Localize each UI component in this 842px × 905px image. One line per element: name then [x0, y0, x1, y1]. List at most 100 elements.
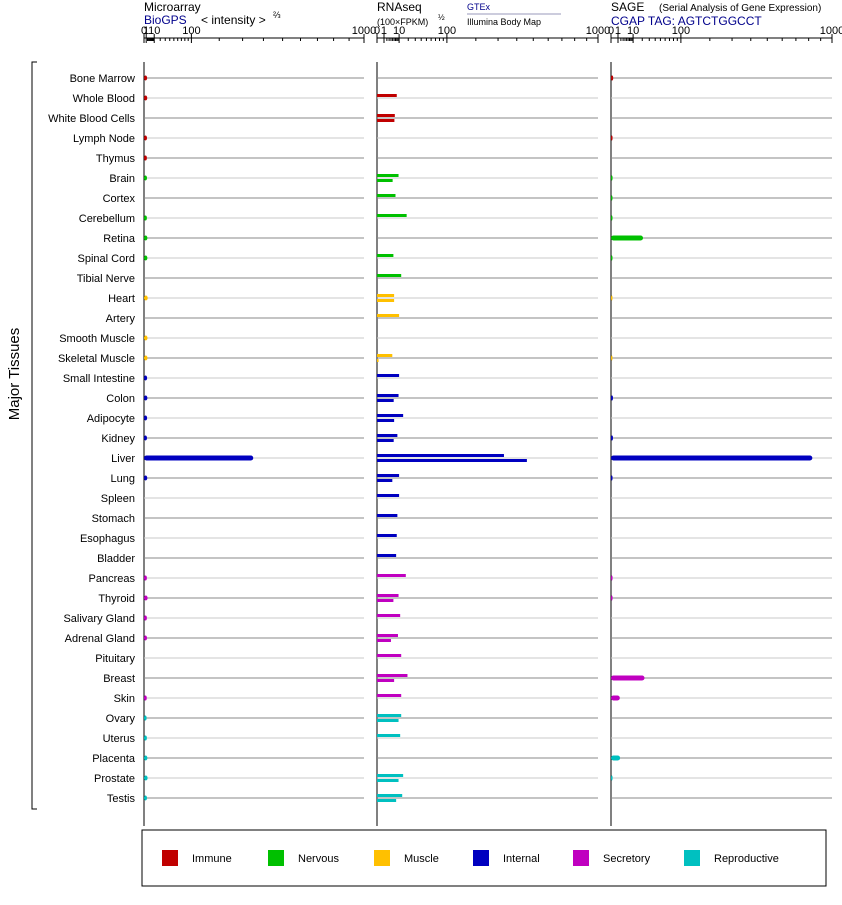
rnaseq-bar — [377, 294, 395, 297]
tissue-label: Skin — [114, 693, 135, 705]
rnaseq-bar — [377, 114, 395, 117]
tissue-label: Kidney — [101, 433, 135, 445]
tissue-label: Pancreas — [89, 573, 136, 585]
microarray-source-link[interactable]: BioGPS — [144, 13, 187, 27]
rnaseq-bar — [377, 214, 407, 217]
microarray-bar — [144, 75, 148, 81]
microarray-bar — [144, 415, 148, 421]
rnaseq-bar — [377, 254, 394, 257]
rnaseq-bar — [377, 639, 391, 642]
rnaseq-bar — [377, 119, 395, 122]
tissue-label: Heart — [108, 293, 135, 305]
tissue-bracket — [31, 61, 37, 810]
microarray-bar — [144, 295, 148, 301]
rnaseq-bar — [377, 194, 396, 197]
tissue-label: Testis — [107, 793, 136, 805]
rnaseq-bar — [377, 454, 504, 457]
tissue-label: Lymph Node — [73, 133, 135, 145]
y-axis-label: Major Tissues — [6, 328, 23, 421]
sage-bar — [611, 455, 813, 461]
microarray-bar — [144, 595, 148, 601]
rnaseq-bar — [377, 679, 395, 682]
rnaseq-bar — [377, 439, 394, 442]
sage-bar — [611, 675, 645, 681]
tissue-label: Small Intestine — [63, 373, 135, 385]
microarray-tick-label: 100 — [182, 25, 200, 37]
tissue-label: Smooth Muscle — [59, 333, 135, 345]
tissue-label: Thyroid — [98, 593, 135, 605]
sage-bar — [611, 395, 613, 401]
microarray-scale-label: < intensity > — [201, 13, 266, 27]
rnaseq-bar — [377, 299, 395, 302]
rnaseq-bar — [377, 314, 400, 317]
tissue-label: Cerebellum — [79, 213, 135, 225]
rnaseq-bar — [377, 674, 408, 677]
tissue-label: Liver — [111, 453, 135, 465]
tissue-label: Uterus — [103, 733, 136, 745]
sage-tick-label: 1 — [615, 25, 621, 37]
rnaseq-bar — [377, 694, 402, 697]
microarray-tick-label: 0 — [141, 25, 147, 37]
microarray-tick-label: 10 — [148, 25, 160, 37]
tissue-label: Pituitary — [95, 653, 135, 665]
legend-label: Secretory — [603, 853, 651, 865]
rnaseq-scale-exponent: ½ — [438, 13, 445, 22]
legend-label: Nervous — [298, 853, 339, 865]
microarray-scale-exponent: ⅔ — [273, 10, 281, 20]
sage-bar — [611, 475, 613, 481]
rnaseq-bar — [377, 514, 398, 517]
tissue-label: Salivary Gland — [63, 613, 135, 625]
sage-tick-label: 0 — [608, 25, 614, 37]
sage-bar — [611, 135, 613, 141]
microarray-bar — [144, 575, 147, 581]
microarray-bar — [144, 775, 148, 781]
rnaseq-bar — [377, 434, 398, 437]
sage-bar — [611, 175, 613, 181]
tissue-label: White Blood Cells — [48, 113, 135, 125]
rnaseq-bar — [377, 459, 527, 462]
microarray-title: Microarray — [144, 0, 201, 14]
rnaseq-bar — [377, 494, 400, 497]
legend-swatch — [374, 850, 390, 866]
tissue-label: Spleen — [101, 493, 135, 505]
sage-bar — [611, 355, 613, 361]
sage-tag-link[interactable]: CGAP TAG: AGTCTGGCCT — [611, 14, 762, 28]
rnaseq-bar — [377, 374, 400, 377]
legend-label: Immune — [192, 853, 232, 865]
legend-swatch — [162, 850, 178, 866]
microarray-bar — [144, 255, 148, 261]
tissue-label: Adrenal Gland — [65, 633, 135, 645]
sage-bar — [611, 595, 613, 601]
rnaseq-bar — [377, 354, 393, 357]
legend-label: Internal — [503, 853, 540, 865]
rnaseq-bar — [377, 634, 398, 637]
sage-tick-label: 10 — [627, 25, 639, 37]
sage-bar — [611, 75, 614, 81]
legend-swatch — [473, 850, 489, 866]
tissue-label: Adipocyte — [87, 413, 135, 425]
rnaseq-bar — [377, 774, 404, 777]
microarray-bar — [144, 715, 147, 721]
tissue-label: Brain — [109, 173, 135, 185]
tissue-label: Prostate — [94, 773, 135, 785]
gtex-link[interactable]: GTEx — [467, 2, 491, 12]
rnaseq-title: RNAseq — [377, 0, 422, 14]
rnaseq-tick-label: 1000 — [586, 25, 610, 37]
sage-bar — [611, 235, 644, 241]
sage-bar — [611, 195, 613, 201]
illumina-body-map-label: Illumina Body Map — [467, 17, 541, 27]
rnaseq-bar — [377, 599, 394, 602]
tissue-label: Bone Marrow — [70, 73, 135, 85]
tissue-label: Lung — [111, 473, 135, 485]
rnaseq-bar — [377, 779, 399, 782]
rnaseq-bar — [377, 399, 394, 402]
rnaseq-bar — [377, 794, 403, 797]
tissue-label: Thymus — [96, 153, 136, 165]
microarray-bar — [144, 755, 148, 761]
sage-bar — [611, 695, 620, 701]
legend-label: Reproductive — [714, 853, 779, 865]
microarray-bar — [144, 135, 148, 141]
legend-swatch — [684, 850, 700, 866]
tissue-label: Breast — [103, 673, 135, 685]
rnaseq-bar — [377, 394, 399, 397]
